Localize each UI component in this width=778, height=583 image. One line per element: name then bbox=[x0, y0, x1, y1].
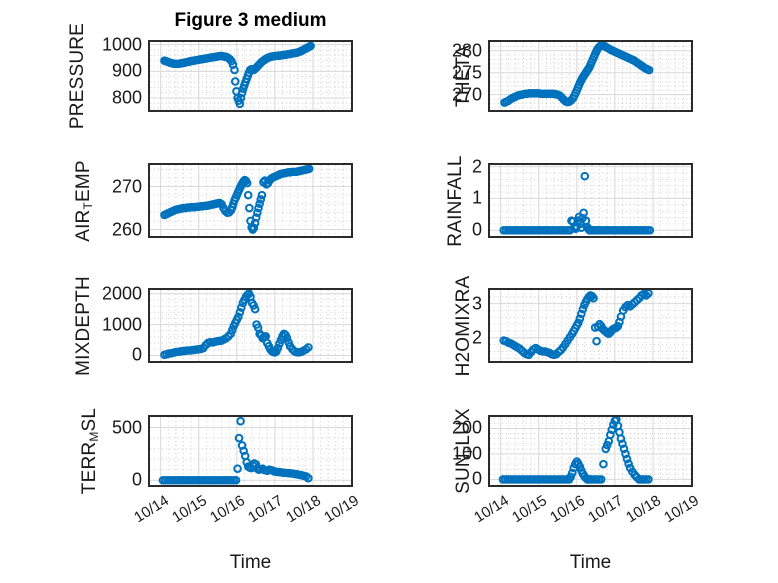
y-axis-label-text: SUNFLUX bbox=[453, 408, 475, 494]
y-tick-label-top-left-2: 1000 bbox=[101, 34, 142, 55]
data-series-THETA bbox=[500, 42, 654, 107]
data-series-RAINFALL bbox=[499, 171, 655, 235]
data-series-TERR_MSL bbox=[158, 417, 313, 485]
y-tick-label-mid1-left-1: 270 bbox=[111, 176, 142, 196]
y-tick-label-mid2-left-1: 1000 bbox=[101, 314, 142, 335]
y-tick-label-mid1-right-2: 2 bbox=[471, 156, 482, 177]
axes-box-top-left bbox=[148, 40, 353, 112]
axes-box-mid2-right bbox=[488, 288, 693, 363]
data-series-H2OMIXRA bbox=[499, 290, 653, 360]
y-tick-label-mid1-right-0: 0 bbox=[471, 219, 482, 240]
figure-title: Figure 3 medium bbox=[174, 10, 327, 31]
y-tick-label-bottom-right-1: 100 bbox=[451, 443, 482, 464]
x-axis-title-right: Time bbox=[569, 552, 612, 573]
y-tick-label-mid1-right-1: 1 bbox=[471, 187, 482, 208]
y-axis-label-subscript: F bbox=[461, 445, 475, 454]
y-tick-label-mid2-right-0: 2 bbox=[471, 327, 482, 348]
axes-box-bottom-left bbox=[148, 415, 353, 487]
y-tick-label-top-right-2: 280 bbox=[451, 40, 482, 61]
y-tick-label-mid2-right-1: 3 bbox=[471, 293, 482, 314]
y-tick-label-mid1-left-0: 260 bbox=[111, 219, 142, 240]
data-series-SUN_FLUX bbox=[498, 417, 653, 484]
axes-box-mid1-right bbox=[488, 163, 693, 238]
data-series-MIXDEPTH bbox=[160, 290, 313, 360]
y-tick-label-bottom-left-1: 500 bbox=[111, 417, 142, 438]
data-series-AIR_TEMP bbox=[160, 165, 314, 234]
y-tick-label-mid2-left-2: 2000 bbox=[101, 283, 142, 304]
y-axis-label-bottom-right: SUNFLUX bbox=[452, 376, 476, 526]
x-axis-title-left: Time bbox=[229, 552, 272, 573]
axes-box-mid2-left bbox=[148, 288, 353, 363]
data-series-PRESSURE bbox=[160, 42, 315, 109]
axes-box-bottom-right bbox=[488, 415, 693, 487]
y-tick-label-top-right-1: 275 bbox=[451, 62, 482, 83]
y-tick-label-top-left-0: 800 bbox=[111, 87, 142, 108]
axes-box-mid1-left bbox=[148, 163, 353, 238]
y-tick-label-mid2-left-0: 0 bbox=[131, 344, 142, 365]
y-tick-label-top-left-1: 900 bbox=[111, 60, 142, 81]
axes-box-top-right bbox=[488, 40, 693, 112]
y-tick-label-top-right-0: 270 bbox=[451, 84, 482, 105]
y-tick-label-bottom-left-0: 0 bbox=[131, 469, 142, 490]
y-tick-label-bottom-right-2: 200 bbox=[451, 417, 482, 438]
y-tick-label-bottom-right-0: 0 bbox=[471, 468, 482, 489]
